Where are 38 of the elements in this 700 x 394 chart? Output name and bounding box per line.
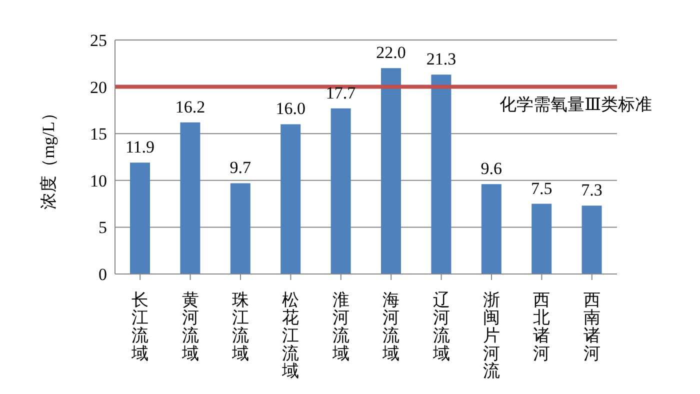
- data-label: 21.3: [426, 50, 456, 69]
- bar: [330, 108, 351, 274]
- y-axis-title: 浓度（mg/L）: [39, 104, 58, 210]
- data-label: 7.3: [581, 180, 602, 200]
- data-label: 17.7: [326, 83, 356, 102]
- x-tick-label: 松花江流域: [281, 290, 300, 381]
- bar: [280, 124, 301, 274]
- data-label: 11.9: [125, 138, 155, 157]
- x-tick-label: 海河流域: [382, 290, 400, 363]
- x-tick-label: 浙闽片河流: [483, 290, 500, 381]
- data-label: 16.2: [175, 97, 206, 116]
- bar: [532, 204, 552, 274]
- y-tick-label: 5: [98, 218, 107, 238]
- bar: [381, 68, 401, 274]
- bar: [230, 183, 250, 274]
- x-tick-label: 珠江流域: [231, 290, 249, 363]
- x-tick-label: 西北诸河: [533, 290, 550, 363]
- x-tick-label: 黄河流域: [180, 290, 199, 363]
- data-label: 9.7: [230, 158, 252, 178]
- y-tick-label: 25: [90, 31, 107, 50]
- x-tick-label: 淮河流域: [331, 290, 350, 363]
- data-label: 9.6: [480, 159, 502, 178]
- ref-line-label: 化学需氧量Ⅲ类标准: [500, 94, 652, 114]
- x-tick-label: 西南诸河: [583, 290, 600, 363]
- x-tick-label: 长江流域: [130, 290, 149, 363]
- bar: [582, 206, 602, 274]
- bar: [431, 74, 452, 274]
- x-tick-label: 辽河流域: [432, 290, 450, 363]
- y-tick-label: 0: [98, 265, 107, 284]
- bar: [180, 122, 200, 274]
- data-label: 16.0: [276, 99, 306, 118]
- y-tick-label: 20: [90, 78, 107, 97]
- bar: [481, 184, 502, 274]
- data-label: 22.0: [376, 43, 406, 62]
- data-label: 7.5: [530, 178, 552, 198]
- y-tick-label: 15: [90, 124, 107, 144]
- y-tick-label: 10: [90, 171, 107, 190]
- bar: [130, 162, 150, 274]
